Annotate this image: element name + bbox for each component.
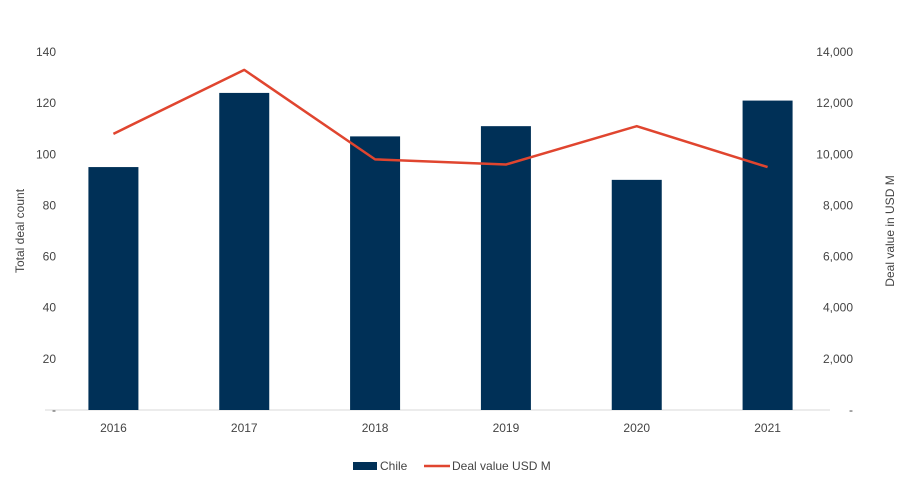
x-tick-label: 2016	[100, 421, 127, 435]
y-tick-label: 40	[43, 301, 57, 315]
y-tick-label: 120	[36, 96, 56, 110]
y-tick-label: 140	[36, 45, 56, 59]
x-tick-label: 2020	[623, 421, 650, 435]
bar-series	[88, 92, 793, 411]
y2-axis-label: Deal value in USD M	[883, 175, 897, 286]
y2-tick-label: 14,000	[816, 45, 853, 59]
bar-2017	[219, 92, 270, 411]
y2-tick-label: 2,000	[823, 352, 853, 366]
line-series	[112, 68, 768, 169]
bar-2019	[480, 126, 531, 411]
bar-2016	[88, 167, 139, 410]
legend-label-chile: Chile	[380, 459, 408, 473]
y2-tick-label: 4,000	[823, 301, 853, 315]
y-tick-label: 20	[43, 352, 57, 366]
y2-tick-label: 10,000	[816, 147, 853, 161]
x-tick-label: 2021	[754, 421, 781, 435]
y-tick-label: 60	[43, 250, 57, 264]
y2-tick-label: 6,000	[823, 250, 853, 264]
y2-tick-label: 8,000	[823, 198, 853, 212]
y-tick-label: 80	[43, 198, 57, 212]
legend-swatch-chile	[353, 462, 377, 470]
y-tick-label: 100	[36, 147, 56, 161]
legend-label-deal-value: Deal value USD M	[452, 459, 551, 473]
x-axis-ticks: 2016 2017 2018 2019 2020 2021	[100, 421, 781, 435]
y2-tick-label: 12,000	[816, 96, 853, 110]
bar-2018	[350, 136, 401, 410]
legend: Chile Deal value USD M	[353, 459, 551, 473]
bar-2021	[742, 100, 793, 410]
y-axis-label: Total deal count	[13, 188, 27, 273]
x-tick-label: 2019	[493, 421, 520, 435]
deal-value-line	[112, 68, 768, 169]
bar-2020	[611, 179, 662, 410]
right-axis-ticks: - 2,000 4,000 6,000 8,000 10,000 12,000 14,000	[816, 45, 853, 417]
x-tick-label: 2018	[362, 421, 389, 435]
x-tick-label: 2017	[231, 421, 258, 435]
y2-tick-label: -	[849, 403, 853, 417]
